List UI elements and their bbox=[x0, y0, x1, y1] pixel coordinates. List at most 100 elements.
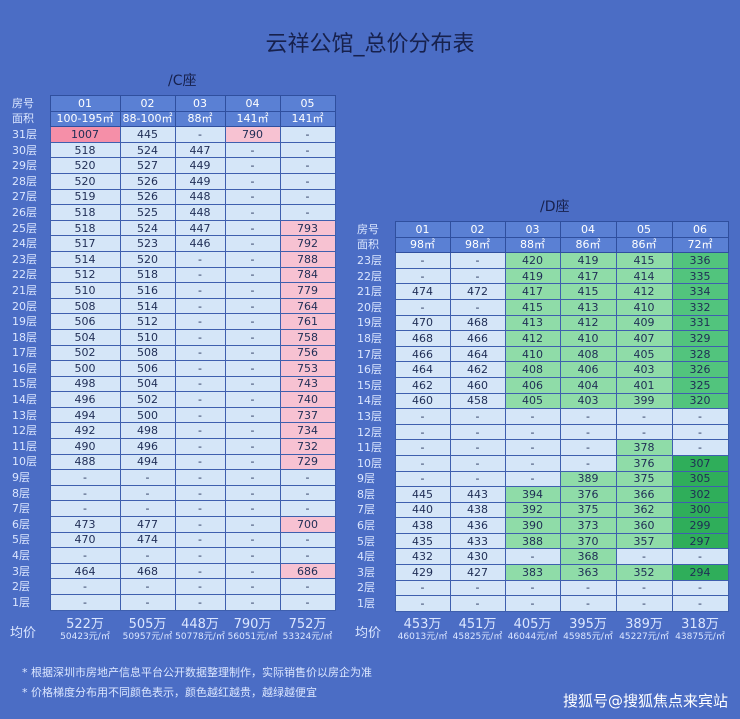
price-cell: - bbox=[449, 252, 506, 269]
column-header: 01 bbox=[49, 95, 121, 112]
price-cell: 494 bbox=[119, 453, 176, 471]
price-cell: 498 bbox=[49, 375, 121, 393]
floor-label: 13层 bbox=[357, 409, 382, 423]
floor-label: 13层 bbox=[12, 408, 37, 422]
table-row: 25层 518 524 447-793 bbox=[10, 219, 336, 237]
price-cell: 500 bbox=[119, 406, 176, 424]
floor-label: 5层 bbox=[357, 534, 375, 548]
price-cell: 409 bbox=[615, 314, 673, 332]
price-cell: - bbox=[224, 391, 281, 408]
price-cell: 370 bbox=[559, 532, 617, 550]
floor-label: 2层 bbox=[357, 581, 375, 595]
price-cell: - bbox=[279, 531, 336, 549]
floor-label: 6层 bbox=[12, 517, 30, 531]
price-cell: - bbox=[174, 328, 226, 346]
floor-label: 28层 bbox=[12, 174, 37, 188]
price-cell: 464 bbox=[49, 562, 121, 580]
area-cell: 86㎡ bbox=[615, 236, 673, 254]
price-cell: 436 bbox=[449, 517, 506, 534]
price-cell: - bbox=[394, 454, 451, 472]
price-cell: 473 bbox=[49, 516, 121, 533]
area-cell: 88㎡ bbox=[504, 236, 561, 254]
price-cell: 472 bbox=[449, 283, 506, 300]
price-cell: 443 bbox=[449, 486, 506, 503]
area-row: 面积 100-195㎡ 88-100㎡ 88㎡ 141㎡ 141㎡ bbox=[10, 110, 336, 128]
table-row: 16层 500 506- -753 bbox=[10, 360, 336, 377]
column-header: 03 bbox=[174, 95, 226, 112]
price-cell: 408 bbox=[504, 361, 561, 378]
price-cell: - bbox=[279, 157, 336, 174]
avg-unit-price: 50423元/㎡ bbox=[60, 632, 110, 642]
price-cell: - bbox=[224, 578, 281, 595]
table-row: 7层 440 438 392 375 362 300 bbox=[355, 501, 729, 519]
price-cell: 297 bbox=[671, 532, 729, 550]
price-cell: - bbox=[119, 500, 176, 518]
price-cell: 389 bbox=[559, 470, 617, 488]
price-cell: 460 bbox=[449, 376, 506, 394]
price-cell: 700 bbox=[279, 516, 336, 533]
price-cell: 737 bbox=[279, 406, 336, 424]
d-avg-1: 451万 45825元/㎡ bbox=[450, 617, 505, 643]
price-cell: 468 bbox=[119, 562, 176, 580]
price-cell: - bbox=[504, 548, 561, 566]
column-header: 03 bbox=[504, 221, 561, 238]
price-cell: - bbox=[174, 484, 226, 502]
price-cell: 734 bbox=[279, 422, 336, 440]
price-cell: 331 bbox=[671, 314, 729, 332]
price-cell: - bbox=[279, 188, 336, 206]
avg-total: 522万 bbox=[66, 617, 104, 632]
price-cell: 462 bbox=[449, 361, 506, 378]
price-cell: 448 bbox=[174, 188, 226, 206]
price-cell: - bbox=[174, 422, 226, 440]
table-row: 17层 466 464 410 408 405 328 bbox=[355, 345, 729, 363]
price-cell: - bbox=[394, 252, 451, 269]
floor-label: 3层 bbox=[357, 565, 375, 579]
price-cell: 406 bbox=[559, 361, 617, 378]
price-cell: 412 bbox=[504, 330, 561, 347]
price-cell: - bbox=[559, 408, 617, 425]
price-cell: 403 bbox=[559, 392, 617, 410]
table-row: 4层 432 430-368- - bbox=[355, 548, 729, 566]
price-cell: 420 bbox=[504, 252, 561, 269]
d-avg-4: 389万 45227元/㎡ bbox=[616, 617, 672, 643]
avg-total: 318万 bbox=[681, 617, 719, 632]
price-cell: 477 bbox=[119, 516, 176, 533]
table-row: 27层 519 526 448- - bbox=[10, 188, 336, 206]
floor-label: 23层 bbox=[12, 252, 37, 266]
price-cell: - bbox=[671, 579, 729, 597]
price-cell: - bbox=[394, 579, 451, 597]
price-cell: - bbox=[224, 328, 281, 346]
price-cell: - bbox=[559, 579, 617, 597]
area-cell: 88-100㎡ bbox=[119, 110, 176, 128]
price-cell: 512 bbox=[49, 266, 121, 284]
price-cell: - bbox=[279, 141, 336, 159]
price-cell: 488 bbox=[49, 453, 121, 471]
column-header: 04 bbox=[559, 221, 617, 238]
floor-label: 18层 bbox=[12, 330, 37, 344]
area-cell: 86㎡ bbox=[559, 236, 617, 254]
price-cell: 445 bbox=[394, 486, 451, 503]
price-cell: 496 bbox=[119, 438, 176, 455]
table-row: 4层 - - - - - bbox=[10, 547, 336, 564]
floor-label: 14层 bbox=[357, 394, 382, 408]
price-cell: 494 bbox=[49, 406, 121, 424]
price-cell: 410 bbox=[504, 345, 561, 363]
price-cell: 360 bbox=[615, 517, 673, 534]
c-price-table: 房号 01 02 03 04 05 面积 100-195㎡ 88-100㎡ 88㎡ 141㎡ 141㎡… bbox=[10, 95, 336, 611]
price-cell: 518 bbox=[49, 219, 121, 237]
table-row: 16层 464 462 408 406 403 326 bbox=[355, 361, 729, 378]
price-cell: 500 bbox=[49, 360, 121, 377]
price-cell: 368 bbox=[559, 548, 617, 566]
avg-unit-price: 50778元/㎡ bbox=[175, 632, 225, 642]
c-avg-4: 752万 53324元/㎡ bbox=[280, 617, 335, 643]
table-row: 6层 438 436 390 373 360 299 bbox=[355, 517, 729, 534]
price-cell: 510 bbox=[119, 328, 176, 346]
floor-label: 3层 bbox=[12, 564, 30, 578]
price-cell: - bbox=[174, 266, 226, 284]
price-cell: - bbox=[224, 531, 281, 549]
price-cell: - bbox=[224, 422, 281, 440]
table-row: 1层 - - - - - - bbox=[355, 595, 729, 612]
price-cell: - bbox=[279, 578, 336, 595]
price-cell: 447 bbox=[174, 141, 226, 159]
price-cell: - bbox=[224, 469, 281, 486]
